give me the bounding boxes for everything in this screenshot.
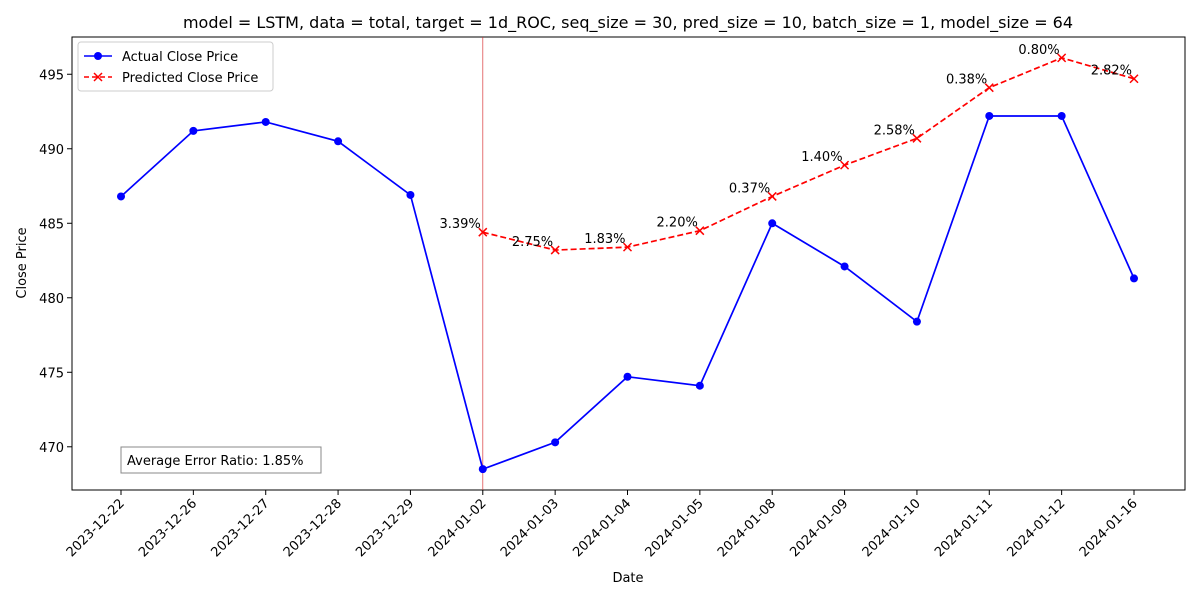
- y-tick-label: 485: [39, 217, 64, 232]
- series-line-actual: [120, 115, 1135, 471]
- error-annotation: 2.20%: [657, 216, 698, 231]
- data-point-predicted-stroke-b: [478, 227, 488, 237]
- y-tick-label: 495: [39, 68, 64, 83]
- x-tick-label: 2024-01-05: [643, 496, 707, 560]
- error-annotation: 0.37%: [729, 181, 770, 196]
- data-point-predicted-stroke-b: [984, 83, 994, 93]
- data-point-predicted-stroke-b: [695, 226, 705, 236]
- data-point-actual: [985, 111, 994, 120]
- x-tick-label: 2024-01-03: [498, 496, 562, 560]
- legend-x-marker-stroke-b: [93, 72, 103, 82]
- data-point-predicted: [1129, 74, 1139, 84]
- x-tick-label: 2023-12-22: [64, 496, 128, 560]
- data-point-actual: [768, 219, 777, 228]
- data-point-predicted-stroke-b: [840, 160, 850, 170]
- y-tick-label: 470: [39, 441, 64, 456]
- chart-title: model = LSTM, data = total, target = 1d_…: [183, 13, 1073, 33]
- error-annotation: 1.40%: [801, 150, 842, 165]
- data-point-predicted: [478, 227, 488, 237]
- legend-box: [77, 41, 274, 92]
- average-error-text: Average Error Ratio: 1.85%: [127, 454, 304, 469]
- data-point-actual: [189, 126, 198, 135]
- data-point-predicted-stroke-b: [622, 242, 633, 252]
- x-tick-label: 2024-01-11: [932, 496, 996, 560]
- y-tick-label: 480: [39, 292, 64, 307]
- data-point-predicted-stroke-b: [1057, 53, 1067, 63]
- error-annotation: 2.75%: [512, 235, 553, 250]
- x-tick-label: 2024-01-10: [860, 496, 924, 560]
- data-point-predicted-stroke-b: [550, 245, 560, 255]
- error-annotation: 1.83%: [584, 232, 625, 247]
- data-point-predicted: [767, 191, 777, 201]
- data-point-actual: [478, 465, 487, 474]
- x-tick-label: 2024-01-12: [1004, 496, 1068, 560]
- series-line-predicted: [482, 56, 1135, 251]
- data-point-predicted-stroke-b: [767, 191, 777, 201]
- x-tick-label: 2024-01-02: [426, 496, 490, 560]
- error-annotation: 0.38%: [946, 73, 987, 88]
- average-error-box: Average Error Ratio: 1.85%: [120, 446, 322, 474]
- data-point-actual: [1130, 274, 1138, 283]
- error-annotation: 2.58%: [874, 123, 915, 138]
- legend-marker-actual-dot: [94, 52, 102, 60]
- data-point-actual: [623, 372, 632, 381]
- average-error-frame: [120, 446, 322, 474]
- legend: Actual Close Price Predicted Close Price: [77, 41, 274, 92]
- data-point-predicted: [695, 226, 705, 236]
- y-axis-label: Close Price: [15, 227, 30, 298]
- x-tick-label: 2023-12-28: [281, 496, 345, 560]
- data-point-actual: [840, 262, 849, 271]
- error-annotation: 0.80%: [1018, 43, 1059, 58]
- data-point-actual: [261, 117, 270, 126]
- data-point-predicted-stroke-b: [912, 133, 922, 143]
- legend-marker-predicted-x: [93, 72, 103, 82]
- data-point-actual: [912, 317, 921, 326]
- legend-label-predicted: Predicted Close Price: [122, 71, 258, 86]
- error-annotation: 2.82%: [1091, 64, 1132, 79]
- x-tick-label: 2024-01-08: [715, 496, 779, 560]
- data-point-predicted: [984, 83, 994, 93]
- x-tick-label: 2024-01-09: [787, 496, 851, 560]
- data-point-actual: [117, 192, 125, 201]
- x-tick-label: 2023-12-27: [209, 496, 273, 560]
- y-tick-label: 475: [39, 366, 64, 381]
- x-tick-label: 2023-12-29: [353, 496, 417, 560]
- x-axis-label: Date: [612, 571, 643, 586]
- data-point-predicted: [550, 245, 560, 255]
- data-point-actual: [406, 190, 415, 199]
- data-point-actual: [695, 381, 704, 390]
- x-tick-label: 2024-01-16: [1077, 496, 1141, 560]
- data-point-predicted: [840, 160, 850, 170]
- data-point-predicted-stroke-b: [1129, 74, 1139, 84]
- plot-area: [71, 36, 1186, 491]
- data-point-predicted: [1057, 53, 1067, 63]
- legend-label-actual: Actual Close Price: [122, 50, 238, 65]
- x-tick-label: 2024-01-04: [570, 496, 634, 560]
- data-point-predicted: [622, 242, 633, 252]
- legend-x-marker: [93, 72, 103, 82]
- data-point-actual: [551, 438, 560, 447]
- data-point-actual: [1057, 111, 1066, 120]
- x-tick-label: 2023-12-26: [136, 496, 200, 560]
- error-annotation: 3.39%: [439, 217, 480, 232]
- y-tick-label: 490: [39, 143, 64, 158]
- data-point-predicted: [912, 133, 922, 143]
- data-point-actual: [334, 137, 343, 146]
